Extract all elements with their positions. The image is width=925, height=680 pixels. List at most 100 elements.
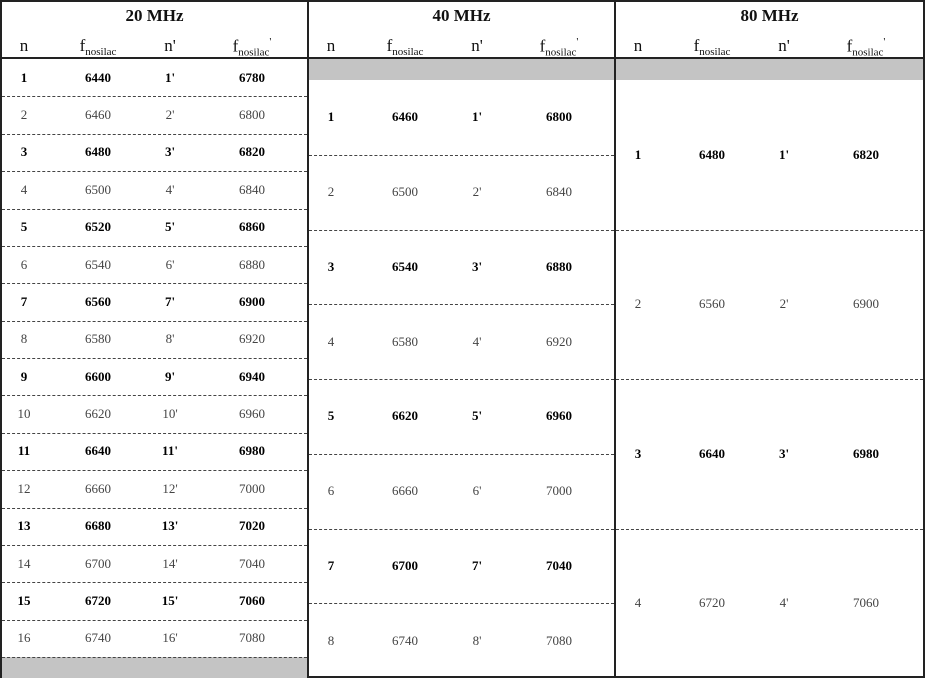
frequency: 6580 <box>392 333 418 349</box>
header-divider <box>616 57 923 59</box>
frequency: 6700 <box>392 557 418 573</box>
frequency-prime: 6920 <box>239 331 265 347</box>
channel-n-prime: 1' <box>778 146 790 162</box>
table-row: 15 6720 15' 7060 <box>2 582 307 621</box>
channel-n-prime: 2' <box>472 184 482 200</box>
frequency-prime: 7000 <box>546 483 572 499</box>
table-row: 9 6600 9' 6940 <box>2 358 307 397</box>
table-row: 8 6580 8' 6920 <box>2 321 307 359</box>
frequency: 6560 <box>699 296 725 312</box>
table-row: 6 6540 6' 6880 <box>2 246 307 285</box>
channel-n-prime: 5' <box>164 219 176 235</box>
header-divider <box>309 57 614 59</box>
frequency: 6720 <box>85 592 111 608</box>
header-n-prime: n' <box>164 36 176 55</box>
band-title: 20 MHz <box>125 6 184 25</box>
channel-n-prime: 3' <box>471 258 483 274</box>
frequency-prime: 7040 <box>239 555 265 571</box>
frequency: 6660 <box>392 483 418 499</box>
prime-mark: ' <box>576 36 579 48</box>
subscript: nosilac <box>852 46 884 59</box>
frequency-prime: 7080 <box>546 632 572 648</box>
frequency: 6620 <box>85 406 111 422</box>
channel-n: 2 <box>20 107 28 123</box>
channel-n: 5 <box>327 408 335 424</box>
table-row: 3 6540 3' 6880 <box>309 230 614 306</box>
channel-n: 16 <box>17 630 31 646</box>
channel-n: 7 <box>327 557 335 573</box>
table-row: 13 6680 13' 7020 <box>2 508 307 546</box>
channel-n: 15 <box>17 592 31 608</box>
frequency-prime: 6840 <box>239 181 265 197</box>
channel-n: 4 <box>20 181 28 197</box>
gray-spacer <box>2 657 307 678</box>
header-f-nosilac: fnosilac <box>386 36 424 58</box>
frequency-prime: 6980 <box>239 443 265 459</box>
channel-n: 3 <box>327 258 335 274</box>
table-row: 6 6660 6' 7000 <box>309 454 614 530</box>
table-row: 3 6640 3' 6980 <box>616 379 923 530</box>
frequency: 6540 <box>392 258 418 274</box>
channel-n: 2 <box>327 184 335 200</box>
band-block-80mhz: 80 MHz n fnosilac n' fnosilac' 1 6480 1' 6820 2 65… <box>614 0 925 678</box>
frequency-prime: 7000 <box>239 480 265 496</box>
header-n-prime: n' <box>471 36 483 55</box>
channel-n: 8 <box>20 331 28 347</box>
gray-spacer <box>616 59 923 80</box>
channel-n: 14 <box>17 555 31 571</box>
frequency: 6680 <box>85 518 111 534</box>
frequency-prime: 7020 <box>239 518 265 534</box>
table-row: 8 6740 8' 7080 <box>309 603 614 678</box>
channel-n: 4 <box>327 333 335 349</box>
table-row: 4 6500 4' 6840 <box>2 171 307 210</box>
gray-spacer <box>309 59 614 80</box>
channel-n-prime: 2' <box>779 296 789 312</box>
table-row: 4 6720 4' 7060 <box>616 529 923 679</box>
channel-n: 3 <box>20 144 28 160</box>
channel-n-prime: 7' <box>164 293 176 309</box>
channel-n-prime: 6' <box>165 256 175 272</box>
frequency-prime: 6820 <box>239 144 265 160</box>
table-row: 7 6700 7' 7040 <box>309 529 614 605</box>
channel-n: 3 <box>634 445 642 461</box>
frequency-prime: 6880 <box>239 256 265 272</box>
channel-n-prime: 15' <box>161 592 179 608</box>
frequency-prime: 6880 <box>546 258 572 274</box>
channel-n: 2 <box>634 296 642 312</box>
channel-n-prime: 11' <box>162 443 178 459</box>
frequency: 6500 <box>85 181 111 197</box>
channel-n-prime: 1' <box>471 109 483 125</box>
frequency-prime: 7060 <box>853 595 879 611</box>
channel-n-prime: 5' <box>471 408 483 424</box>
frequency: 6640 <box>699 445 725 461</box>
channel-n-prime: 9' <box>164 368 176 384</box>
table-row: 12 6660 12' 7000 <box>2 470 307 509</box>
channel-n: 11 <box>17 443 31 459</box>
table-row: 2 6500 2' 6840 <box>309 155 614 231</box>
frequency: 6620 <box>392 408 418 424</box>
channel-n-prime: 8' <box>472 632 482 648</box>
prime-mark: ' <box>883 36 886 48</box>
frequency-prime: 6860 <box>239 219 265 235</box>
frequency-prime: 6960 <box>239 406 265 422</box>
table-row: 7 6560 7' 6900 <box>2 283 307 322</box>
header-f-nosilac: fnosilac <box>79 36 117 58</box>
table-row: 3 6480 3' 6820 <box>2 134 307 173</box>
frequency-prime: 6800 <box>546 109 572 125</box>
band-title: 80 MHz <box>740 6 799 25</box>
subscript: nosilac <box>238 46 270 59</box>
frequency-prime: 6920 <box>546 333 572 349</box>
band-block-20mhz: 20 MHz n fnosilac n' fnosilac' 1 6440 1' 6780 2 64… <box>0 0 309 678</box>
channel-n-prime: 3' <box>778 445 790 461</box>
frequency-prime: 7060 <box>239 592 265 608</box>
subscript: nosilac <box>699 46 731 58</box>
band-title: 40 MHz <box>432 6 491 25</box>
header-n-prime: n' <box>778 36 790 55</box>
frequency: 6560 <box>85 293 111 309</box>
channel-n-prime: 4' <box>779 595 789 611</box>
frequency: 6640 <box>85 443 111 459</box>
header-divider <box>2 57 307 59</box>
frequency-prime: 6980 <box>853 445 879 461</box>
channel-n-prime: 1' <box>164 69 176 85</box>
frequency: 6460 <box>85 107 111 123</box>
